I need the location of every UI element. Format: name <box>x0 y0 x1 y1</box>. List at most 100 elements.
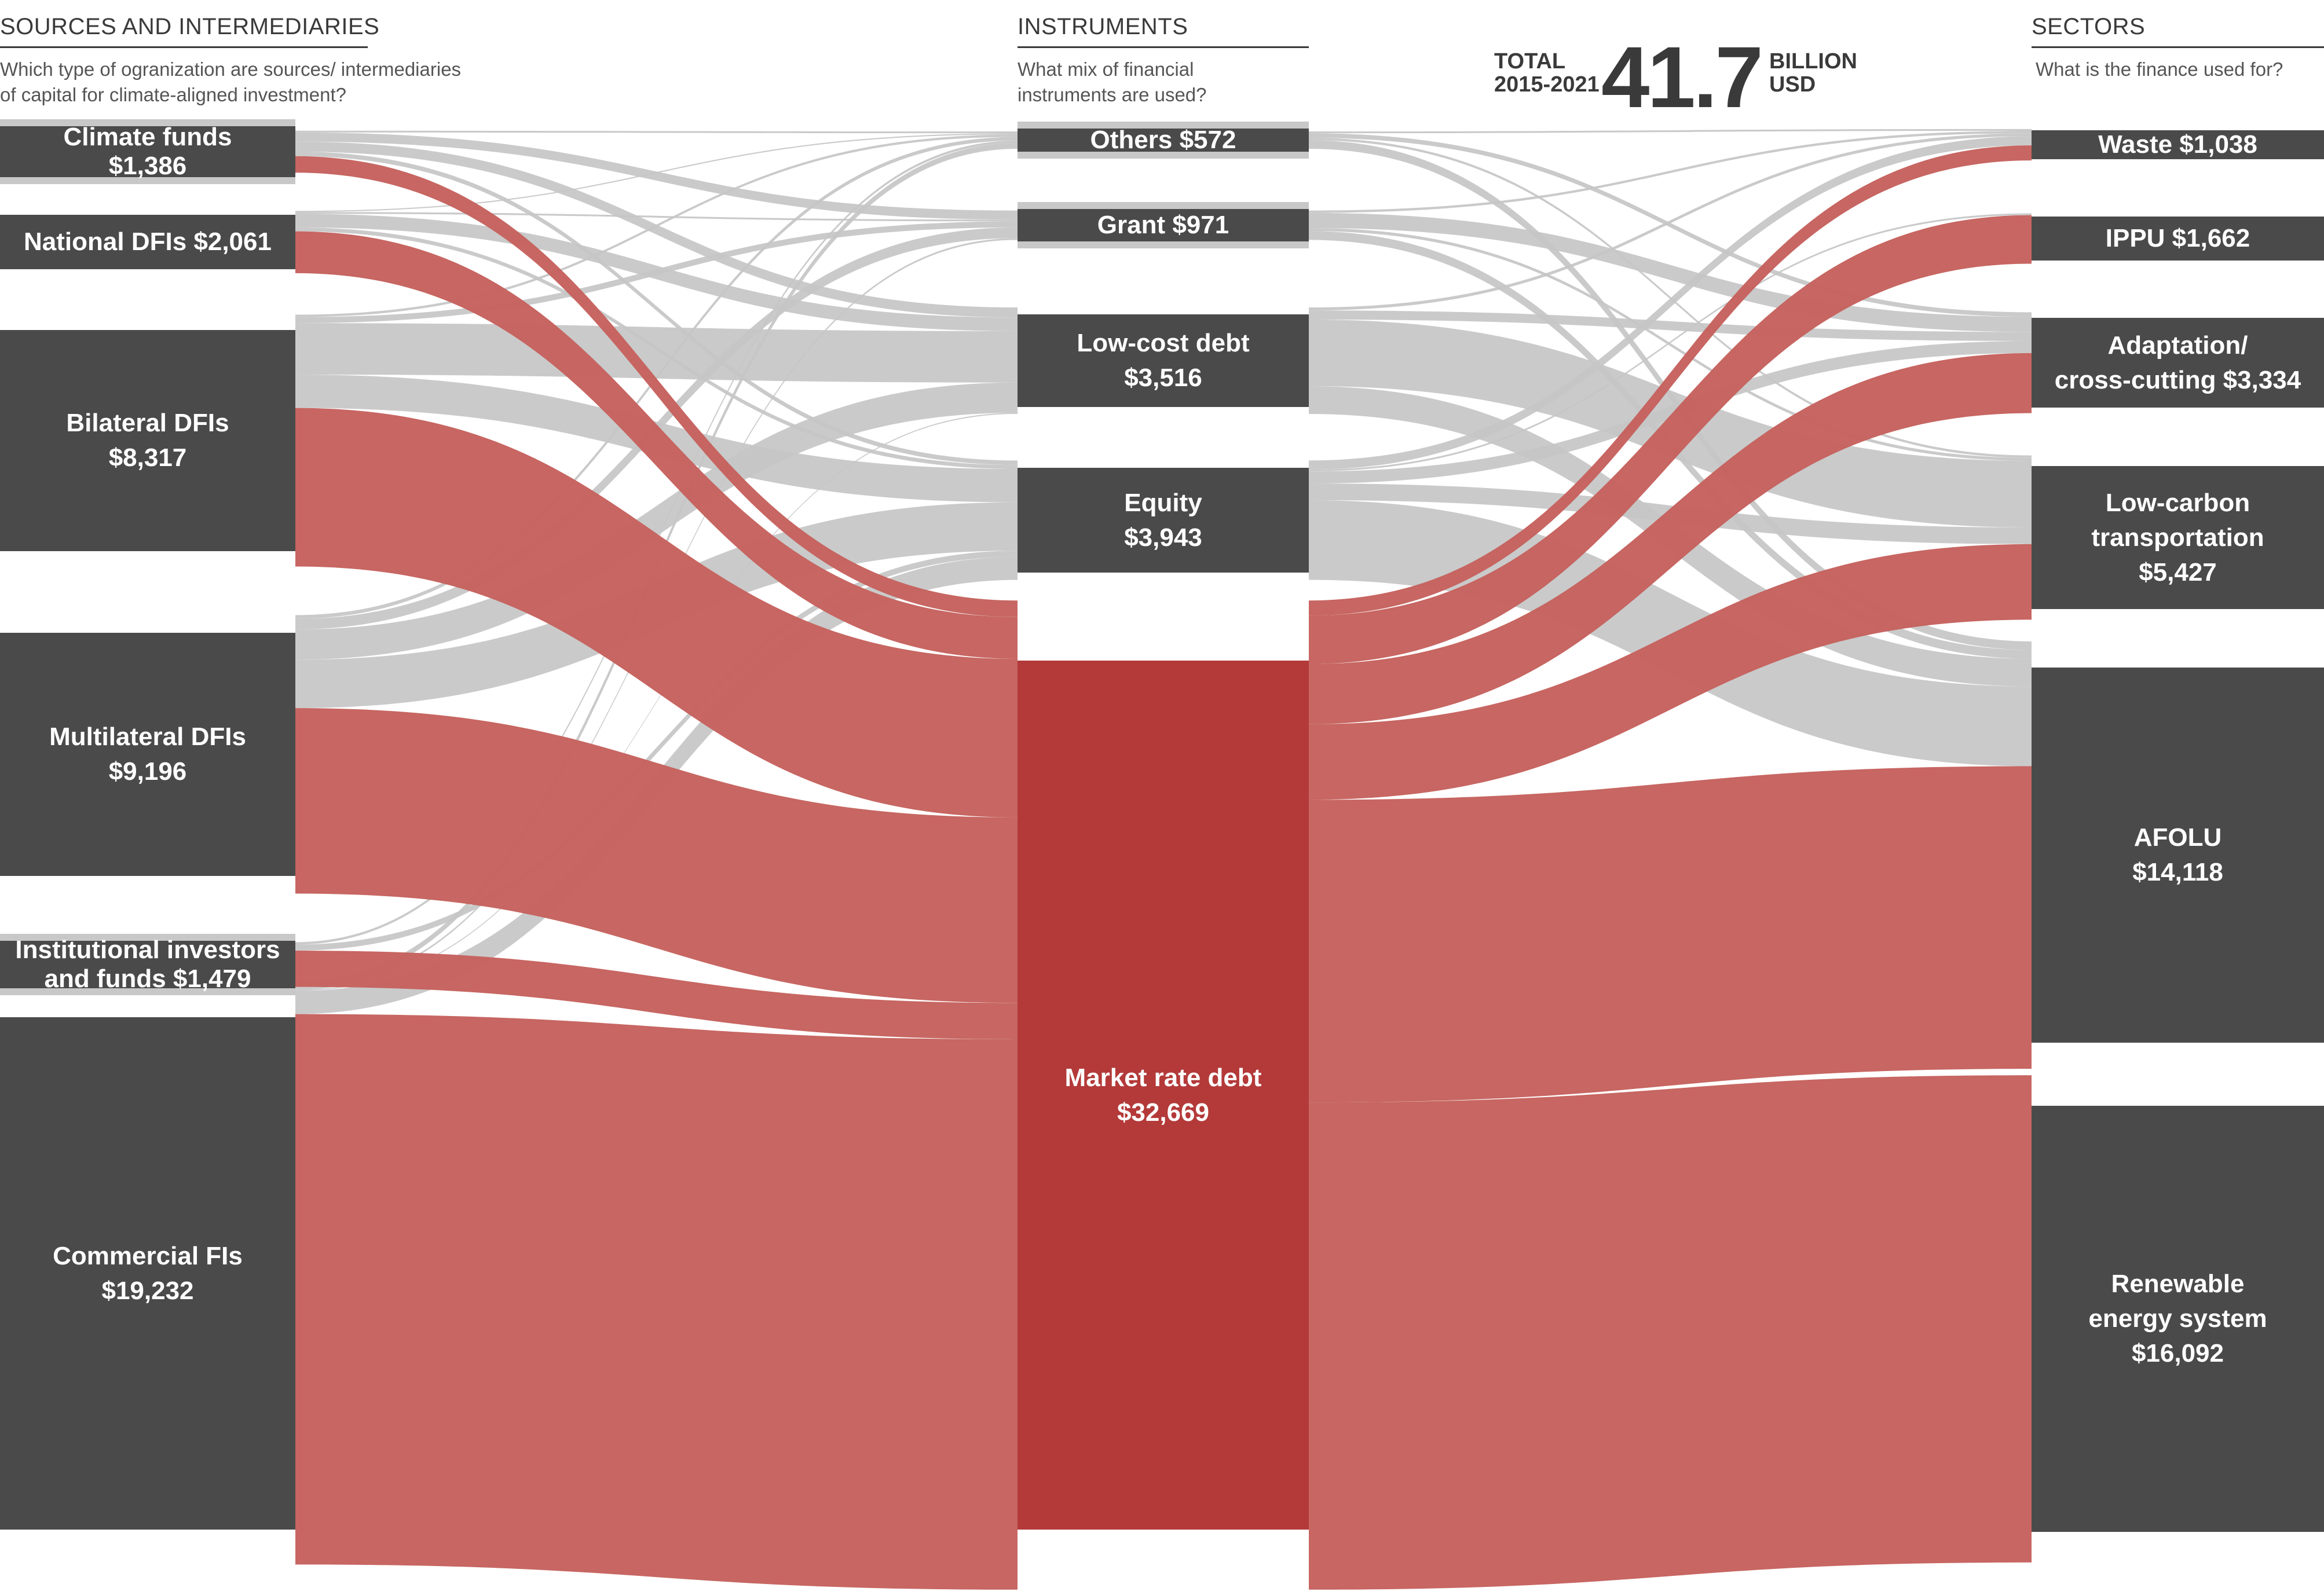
source-node-label-line: Commercial FIs <box>53 1241 243 1270</box>
sector-node-label: Low-carbon transportation $5,427 <box>2085 486 2270 590</box>
instrument-sector-flow-low_cost_debt-to-waste <box>1309 133 2032 311</box>
instrument-node-label-line: Low-cost debt <box>1077 329 1250 357</box>
instrument-node-label-line: $3,516 <box>1124 364 1202 392</box>
instruments-question-line1: What mix of financial <box>1018 58 1194 80</box>
sector-node-label: IPPU $1,662 <box>2100 224 2256 253</box>
source-instrument-flow-climate_funds-to-grant <box>295 132 1018 220</box>
source-instrument-flow-institutional-to-equity <box>295 551 1018 951</box>
instrument-node-equity[interactable]: Equity $3,943 <box>1018 468 1309 573</box>
sector-node-label: AFOLU $14,118 <box>2127 820 2229 890</box>
sector-node-low_carbon_transport[interactable]: Low-carbon transportation $5,427 <box>2032 466 2324 609</box>
source-instrument-flow-commercial_fis-to-low_cost_debt <box>295 413 1018 991</box>
sector-node-label-line: $16,092 <box>2131 1339 2224 1367</box>
sources-title-rule <box>0 46 368 48</box>
sector-node-waste[interactable]: Waste $1,038 <box>2032 130 2324 159</box>
sector-node-label: Adaptation/cross-cutting $3,334 <box>2049 328 2307 398</box>
instrument-node-label-line: $32,669 <box>1117 1098 1210 1127</box>
source-node-label-line: $1,386 <box>108 152 187 180</box>
total-unit-line1: BILLION <box>1769 49 1857 74</box>
source-node-commercial_fis[interactable]: Commercial FIs $19,232 <box>0 1017 295 1530</box>
instrument-node-grant[interactable]: Grant $971 <box>1018 209 1309 241</box>
source-node-label-line: $8,317 <box>108 443 187 472</box>
sector-node-label-line: Adaptation/ <box>2107 331 2248 360</box>
sector-node-renewable[interactable]: Renewable energy system $16,092 <box>2032 1106 2324 1532</box>
instrument-sector-flow-low_cost_debt-to-adaptation <box>1309 310 2032 342</box>
sector-node-ippu[interactable]: IPPU $1,662 <box>2032 217 2324 261</box>
instrument-sector-flow-grant-to-waste <box>1309 130 2032 213</box>
instrument-sector-flow-market_rate_debt-to-adaptation <box>1309 353 2032 724</box>
sector-node-afolu[interactable]: AFOLU $14,118 <box>2032 668 2324 1043</box>
source-node-label-line: and funds $1,479 <box>44 965 251 993</box>
source-instrument-flow-climate_funds-to-market_rate_debt <box>295 156 1018 617</box>
source-node-multilateral_dfis[interactable]: Multilateral DFIs $9,196 <box>0 633 295 876</box>
source-node-bilateral_dfis[interactable]: Bilateral DFIs $8,317 <box>0 330 295 551</box>
sector-node-label-line: $5,427 <box>2139 558 2217 586</box>
source-instrument-flow-commercial_fis-to-market_rate_debt <box>295 1014 1018 1590</box>
instruments-title: INSTRUMENTS <box>1018 14 1188 39</box>
source-instrument-flow-multilateral_dfis-to-others <box>295 137 1018 619</box>
source-node-label: Climate funds $1,386 <box>58 123 238 181</box>
source-node-label-line: Bilateral DFIs <box>66 409 229 437</box>
source-instrument-flow-climate_funds-to-low_cost_debt <box>295 141 1018 318</box>
source-instrument-flow-climate_funds-to-others <box>295 130 1018 134</box>
source-instrument-flow-climate_funds-to-equity <box>295 151 1018 465</box>
instruments-title-rule <box>1018 46 1309 48</box>
instrument-node-label: Low-cost debt $3,516 <box>1071 326 1255 395</box>
instrument-sector-flow-equity-to-waste <box>1309 136 2032 470</box>
sector-node-label-line: Renewable <box>2111 1270 2245 1298</box>
sector-node-label-line: Waste $1,038 <box>2098 130 2257 159</box>
instrument-node-label: Others $572 <box>1085 126 1242 155</box>
sectors-question: What is the finance used for? <box>2036 58 2283 80</box>
total-label-line1: TOTAL <box>1494 49 1566 74</box>
instrument-node-label: Grant $971 <box>1092 211 1235 240</box>
instrument-node-label-line: Equity <box>1124 488 1202 517</box>
sector-node-label-line: $14,118 <box>2132 858 2223 886</box>
source-node-label-line: National DFIs $2,061 <box>24 228 272 256</box>
source-instrument-flow-multilateral_dfis-to-market_rate_debt <box>295 708 1018 1003</box>
instrument-sector-flow-others-to-adaptation <box>1309 133 2032 317</box>
sector-node-label-line: IPPU $1,662 <box>2105 224 2250 252</box>
source-node-climate_funds[interactable]: Climate funds $1,386 <box>0 123 295 180</box>
source-node-label: Bilateral DFIs $8,317 <box>60 406 235 475</box>
instrument-node-low_cost_debt[interactable]: Low-cost debt $3,516 <box>1018 314 1309 407</box>
source-instrument-flow-bilateral_dfis-to-low_cost_debt <box>295 323 1018 383</box>
instrument-node-label: Market rate debt $32,669 <box>1059 1061 1268 1130</box>
instrument-sector-flow-market_rate_debt-to-ippu <box>1309 215 2032 665</box>
sources-title: SOURCES AND INTERMEDIARIES <box>0 14 380 39</box>
sector-node-label-line: AFOLU <box>2133 823 2222 852</box>
instrument-node-others[interactable]: Others $572 <box>1018 126 1309 155</box>
sector-node-label: Renewable energy system $16,092 <box>2083 1267 2272 1371</box>
sector-node-adaptation[interactable]: Adaptation/cross-cutting $3,334 <box>2032 318 2324 408</box>
source-node-label-line: Institutional investors <box>15 936 280 964</box>
instrument-sector-flow-equity-to-adaptation <box>1309 341 2032 484</box>
source-instrument-flow-bilateral_dfis-to-grant <box>295 221 1018 324</box>
source-instrument-flow-bilateral_dfis-to-market_rate_debt <box>295 408 1018 817</box>
source-node-label-line: Climate funds <box>63 123 232 151</box>
source-node-label: Institutional investors and funds $1,479 <box>9 936 286 993</box>
source-node-label: Commercial FIs $19,232 <box>47 1239 248 1308</box>
source-node-label-line: Multilateral DFIs <box>49 723 246 751</box>
instrument-node-label: Equity $3,943 <box>1118 486 1208 555</box>
sector-node-label-line: energy system <box>2088 1304 2267 1333</box>
source-node-label-line: $9,196 <box>108 757 187 786</box>
instrument-sector-flow-others-to-waste <box>1309 129 2032 134</box>
total-unit-line2: USD <box>1769 72 1816 97</box>
sector-node-label-line: cross-cutting $3,334 <box>2054 365 2301 394</box>
instrument-sector-flow-market_rate_debt-to-renewable <box>1309 1075 2032 1590</box>
instrument-sector-flow-market_rate_debt-to-low_carbon_transport <box>1309 544 2032 800</box>
instrument-sector-flow-others-to-low_carbon_transport <box>1309 138 2032 458</box>
sector-node-label-line: Low-carbon <box>2105 488 2250 517</box>
sectors-title: SECTORS <box>2032 14 2146 39</box>
source-node-national_dfis[interactable]: National DFIs $2,061 <box>0 215 295 269</box>
instrument-node-label-line: Market rate debt <box>1064 1063 1262 1092</box>
source-node-label: Multilateral DFIs $9,196 <box>43 720 252 789</box>
instrument-node-market_rate_debt[interactable]: Market rate debt $32,669 <box>1018 661 1309 1530</box>
total-label-line2: 2015-2021 <box>1494 72 1600 97</box>
instrument-sector-flow-market_rate_debt-to-waste <box>1309 145 2032 616</box>
instrument-sector-flow-market_rate_debt-to-afolu <box>1309 766 2032 1103</box>
source-node-label-line: $19,232 <box>101 1276 194 1305</box>
instrument-sector-flow-grant-to-adaptation <box>1309 212 2032 332</box>
instrument-node-label-line: Grant $971 <box>1097 211 1229 239</box>
source-node-institutional[interactable]: Institutional investors and funds $1,479 <box>0 936 295 993</box>
